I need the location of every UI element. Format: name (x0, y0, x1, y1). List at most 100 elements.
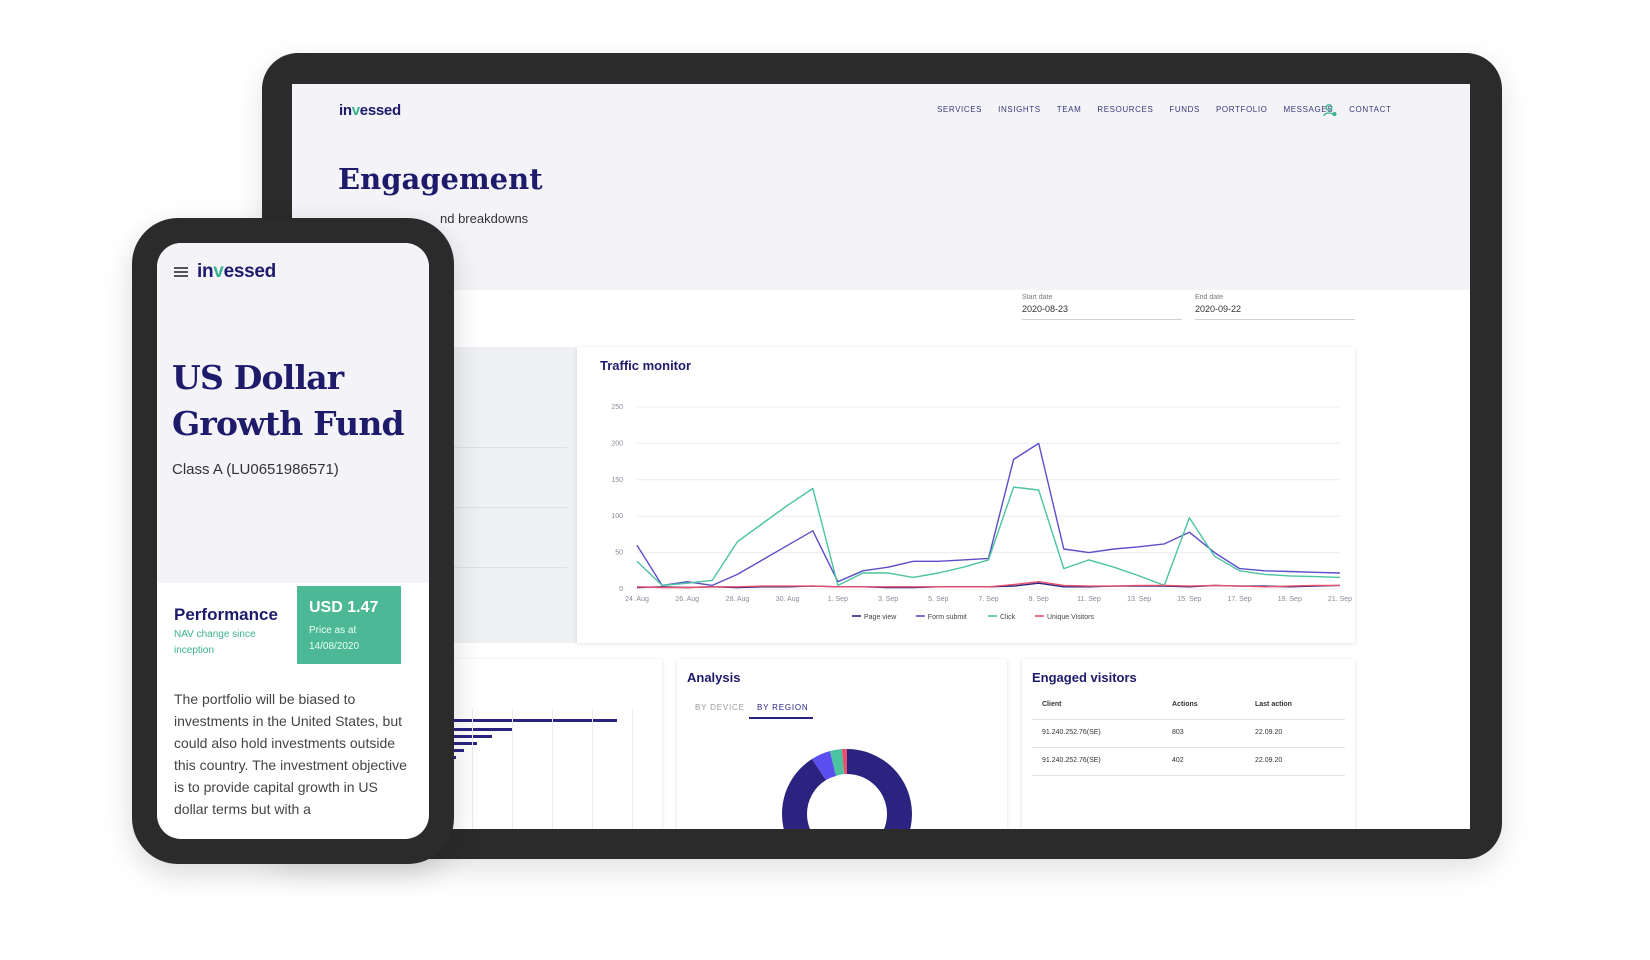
price-box: USD 1.47 Price as at 14/08/2020 (297, 586, 401, 664)
start-date-underline (1022, 319, 1182, 320)
fund-title-line: US Dollar (172, 358, 344, 397)
y-tick-label: 200 (611, 440, 623, 447)
price-value: USD 1.47 (309, 599, 379, 616)
nav-item-contact[interactable]: CONTACT (1349, 105, 1392, 114)
page-subtitle: nd breakdowns (440, 211, 529, 226)
tab-by-region[interactable]: BY REGION (757, 703, 809, 712)
x-tick-label: 17. Sep (1228, 596, 1252, 603)
gridline (552, 709, 553, 829)
fund-title: US Dollar Growth Fund (172, 355, 405, 447)
x-tick-label: 24. Aug (625, 596, 649, 603)
legend-entry: Unique Visitors (1047, 614, 1094, 621)
analysis-card: Analysis BY DEVICE BY REGION (677, 659, 1007, 829)
bar (442, 735, 492, 738)
series-line (636, 442, 1341, 587)
user-icon[interactable] (1323, 103, 1337, 117)
nav-item-funds[interactable]: FUNDS (1169, 105, 1200, 114)
x-tick-label: 21. Sep (1328, 596, 1352, 603)
nav-item-team[interactable]: TEAM (1056, 105, 1082, 114)
donut-slice (830, 749, 844, 776)
bar-breakdown-card (442, 659, 662, 829)
phone-device: invessed US Dollar Growth Fund Class A (… (132, 218, 454, 864)
nav-item-portfolio[interactable]: PORTFOLIO (1215, 105, 1268, 114)
y-tick-label: 50 (615, 550, 623, 557)
donut-slice (842, 748, 847, 774)
performance-subtitle: NAV change since inception (174, 629, 256, 656)
hero-section (292, 84, 1470, 290)
gridline (512, 709, 513, 829)
logo-mark: v (213, 261, 224, 282)
bar (442, 728, 512, 731)
start-date-field[interactable]: Start date 2020-08-23 (1022, 294, 1182, 320)
gridline (472, 709, 473, 829)
x-tick-label: 3. Sep (878, 596, 898, 603)
region-donut-chart (781, 748, 912, 829)
price-note: Price as at (309, 625, 357, 636)
traffic-monitor-card: Traffic monitor 0 50 100 150 200 250 24. Aug 26… (577, 347, 1355, 643)
nav-item-insights[interactable]: INSIGHTS (998, 105, 1041, 114)
performance-heading: Performance (174, 605, 278, 624)
tablet-screen: invessed SERVICES INSIGHTS TEAM RESOURCE… (292, 84, 1470, 829)
x-tick-label: 26. Aug (675, 596, 699, 603)
fund-hero (157, 243, 429, 583)
tablet-device: invessed SERVICES INSIGHTS TEAM RESOURCE… (262, 53, 1502, 859)
nav-item-services[interactable]: SERVICES (937, 105, 983, 114)
legend-entry: Form submit (928, 614, 967, 621)
x-tick-label: 15. Sep (1177, 596, 1201, 603)
fund-title-line: Growth Fund (172, 404, 405, 443)
x-tick-label: 13. Sep (1127, 596, 1151, 603)
y-tick-label: 150 (611, 477, 623, 484)
end-date-field[interactable]: End date 2020-09-22 (1195, 294, 1355, 320)
gridline (632, 709, 633, 829)
phone-logo[interactable]: invessed (197, 261, 276, 283)
legend-entry: Page view (864, 614, 897, 621)
column-header-client: Client (1042, 701, 1062, 708)
column-header-last-action: Last action (1255, 701, 1292, 708)
divider (1032, 775, 1345, 776)
donut-slice (781, 759, 826, 814)
table-cell-last-action: 22.09.20 (1255, 757, 1283, 764)
logo-text: essed (223, 261, 277, 282)
active-tab-indicator (749, 717, 813, 719)
nav-item-messages[interactable]: MESSAGES (1283, 105, 1334, 114)
side-panel (442, 347, 577, 643)
x-tick-label: 30. Aug (776, 596, 800, 603)
donut-slice (847, 749, 912, 814)
y-tick-label: 0 (619, 586, 623, 593)
engaged-visitors-title: Engaged visitors (1032, 670, 1137, 685)
x-tick-label: 19. Sep (1278, 596, 1302, 603)
tab-by-device[interactable]: BY DEVICE (695, 703, 745, 712)
nav-item-resources[interactable]: RESOURCES (1097, 105, 1154, 114)
divider (1032, 719, 1345, 720)
legend-entry: Click (1000, 614, 1016, 621)
logo-text: essed (359, 102, 401, 119)
end-date-value: 2020-09-22 (1195, 304, 1242, 314)
divider (442, 447, 567, 448)
divider (442, 507, 567, 508)
bar (442, 742, 477, 745)
x-tick-label: 28. Aug (726, 596, 750, 603)
bar (442, 719, 617, 722)
column-header-actions: Actions (1172, 701, 1198, 708)
price-date: Price as at 14/08/2020 (309, 623, 359, 655)
series-line (636, 486, 1341, 587)
x-tick-label: 7. Sep (978, 596, 998, 603)
page-title: Engagement (338, 162, 543, 196)
logo-text: in (339, 102, 352, 119)
top-nav: SERVICES INSIGHTS TEAM RESOURCES FUNDS P… (937, 105, 1391, 114)
donut-slice (812, 751, 836, 780)
donut-slice (782, 814, 912, 829)
hamburger-menu-icon[interactable] (174, 267, 188, 277)
divider (442, 567, 567, 568)
price-note: 14/08/2020 (309, 641, 360, 652)
logo-mark: v (351, 102, 360, 119)
fund-description: The portfolio will be biased to investme… (174, 691, 407, 817)
logo-text: in (197, 261, 214, 282)
traffic-monitor-title: Traffic monitor (600, 358, 692, 373)
engaged-visitors-card: Engaged visitors Client Actions Last act… (1022, 659, 1355, 829)
series-line (636, 580, 1340, 589)
start-date-value: 2020-08-23 (1022, 304, 1069, 314)
x-tick-label: 11. Sep (1077, 596, 1101, 603)
tablet-logo[interactable]: invessed (339, 102, 401, 119)
table-cell-actions: 803 (1172, 729, 1184, 736)
